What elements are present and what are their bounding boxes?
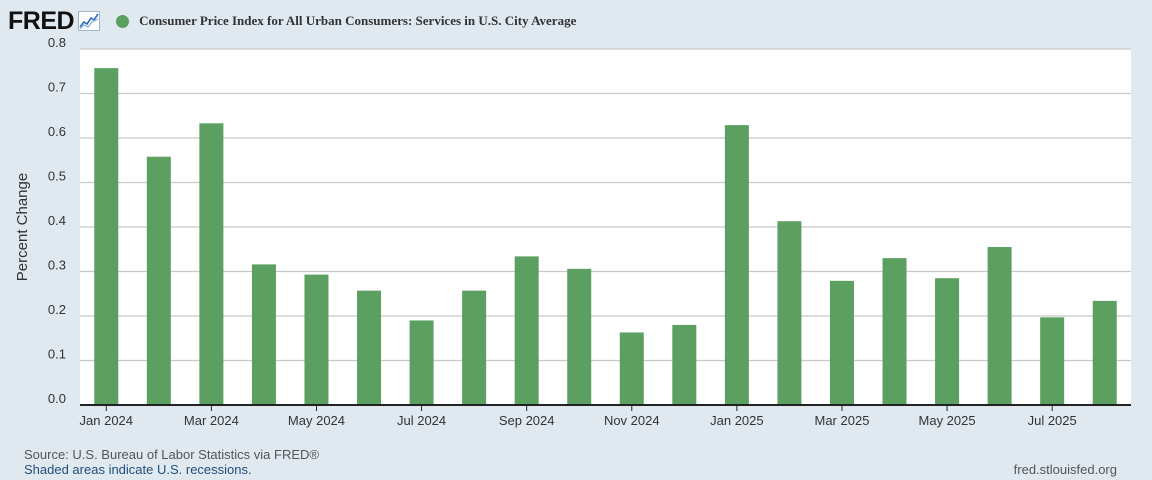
x-tick-label: Jan 2025 [710,413,764,428]
site-url[interactable]: fred.stlouisfed.org [1013,462,1117,477]
bar-oct-2024[interactable] [567,268,592,405]
y-tick-label: 0.7 [48,80,66,95]
bar-jan-2024[interactable] [94,68,119,405]
y-axis-ticks: 0.0 0.1 0.2 0.3 0.4 0.5 0.6 0.7 0.8 [48,35,66,406]
y-tick-label: 0.6 [48,124,66,139]
bar-jul-2024[interactable] [409,320,434,405]
source-note: Source: U.S. Bureau of Labor Statistics … [24,447,319,462]
x-tick-label: Sep 2024 [499,413,555,428]
bar-apr-2025[interactable] [882,258,907,405]
y-tick-label: 0.5 [48,169,66,184]
bar-nov-2024[interactable] [619,332,644,405]
x-tick-label: Jul 2024 [397,413,446,428]
chart-header: FRED Consumer Price Index for All Urban … [8,6,576,36]
recession-note: Shaded areas indicate U.S. recessions. [24,462,252,477]
bar-apr-2024[interactable] [251,264,276,405]
y-axis-label: Percent Change [14,173,31,281]
bar-jul-2025[interactable] [1040,317,1065,405]
x-tick-label: May 2025 [919,413,976,428]
x-tick-label: May 2024 [288,413,345,428]
bar-sep-2024[interactable] [514,256,539,405]
x-tick-label: Jan 2024 [80,413,134,428]
x-tick-label: Mar 2024 [184,413,239,428]
legend-label: Consumer Price Index for All Urban Consu… [139,13,577,28]
bar-may-2024[interactable] [304,274,329,405]
bar-mar-2025[interactable] [829,280,854,405]
bar-feb-2025[interactable] [777,221,802,405]
y-tick-label: 0.3 [48,258,66,273]
bar-jun-2024[interactable] [357,290,382,405]
y-tick-label: 0.2 [48,302,66,317]
bar-series [94,68,1117,405]
y-tick-label: 0.4 [48,213,66,228]
line-graph-icon [78,11,101,31]
bar-aug-2025[interactable] [1092,300,1117,405]
bar-jan-2025[interactable] [724,125,749,405]
legend-marker [116,14,130,28]
x-tick-label: Mar 2025 [815,413,870,428]
bar-aug-2024[interactable] [462,290,487,405]
fred-logo[interactable]: FRED [8,6,75,35]
y-tick-label: 0.1 [48,347,66,362]
bar-may-2025[interactable] [935,278,960,405]
bar-feb-2024[interactable] [146,156,171,405]
y-tick-label: 0.0 [48,391,66,406]
bar-mar-2024[interactable] [199,123,224,405]
x-tick-label: Jul 2025 [1028,413,1077,428]
y-tick-label: 0.8 [48,35,66,50]
bar-jun-2025[interactable] [987,247,1012,405]
x-tick-label: Nov 2024 [604,413,660,428]
bar-dec-2024[interactable] [672,324,697,405]
x-axis-ticks: Jan 2024 Mar 2024 May 2024 Jul 2024 Sep 2024… [80,405,1077,428]
